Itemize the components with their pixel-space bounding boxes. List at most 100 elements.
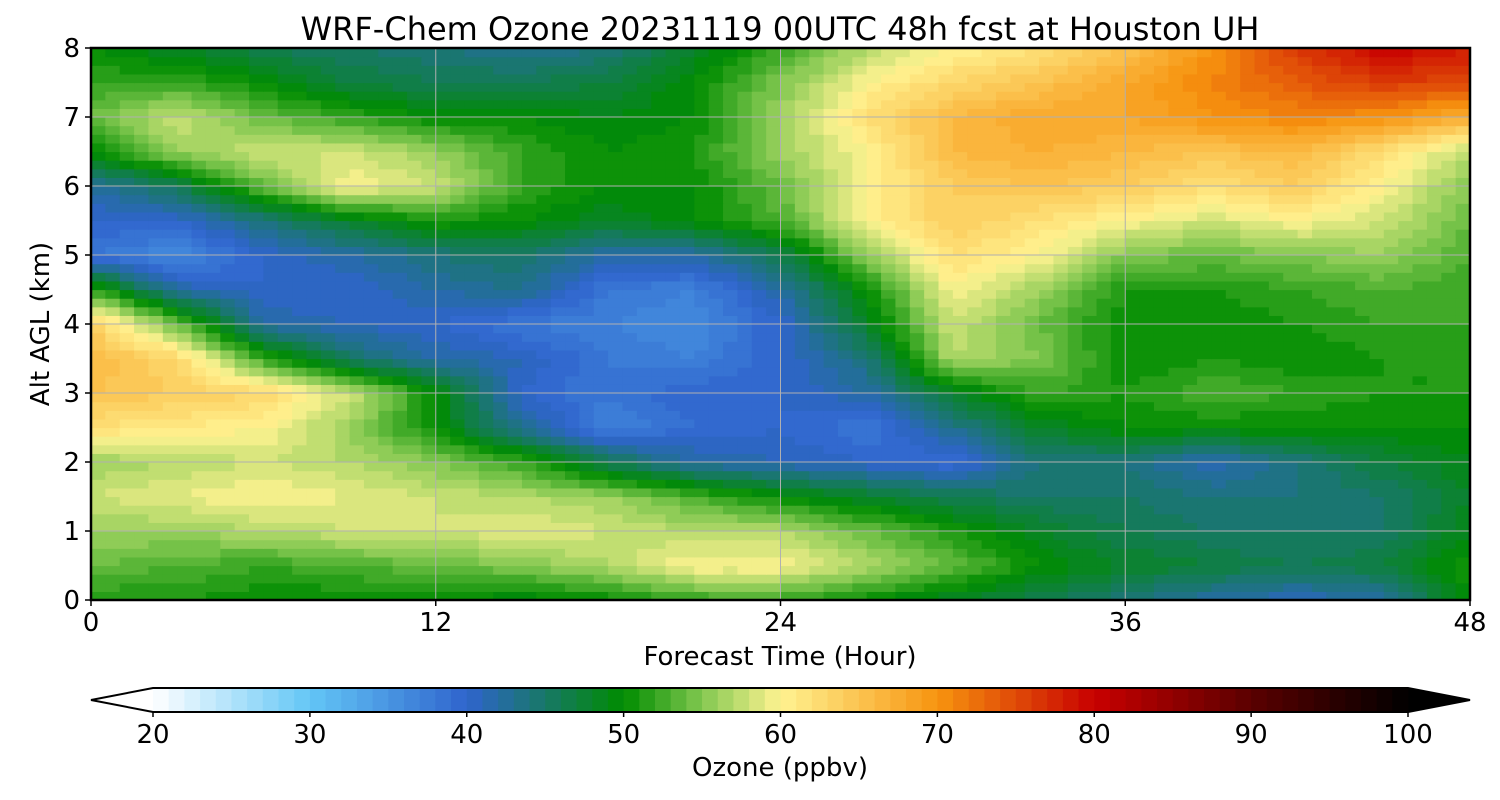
heatmap-cell bbox=[507, 418, 523, 429]
heatmap-cell bbox=[263, 237, 279, 247]
heatmap-cell bbox=[493, 220, 509, 230]
heatmap-cell bbox=[881, 211, 897, 222]
heatmap-cell bbox=[407, 565, 422, 575]
heatmap-cell bbox=[780, 298, 796, 308]
heatmap-cell bbox=[134, 332, 150, 342]
heatmap-cell bbox=[335, 574, 351, 584]
heatmap-cell bbox=[220, 289, 236, 299]
heatmap-cell bbox=[1398, 203, 1414, 213]
heatmap-cell bbox=[924, 341, 940, 351]
heatmap-cell bbox=[550, 177, 566, 187]
heatmap-cell bbox=[751, 237, 767, 247]
heatmap-cell bbox=[1311, 168, 1327, 178]
heatmap-cell bbox=[134, 211, 150, 222]
heatmap-cell bbox=[1311, 427, 1327, 437]
heatmap-cell bbox=[306, 531, 322, 541]
heatmap-cell bbox=[967, 194, 983, 204]
heatmap-cell bbox=[579, 349, 595, 360]
heatmap-cell bbox=[1297, 229, 1313, 239]
heatmap-cell bbox=[694, 531, 710, 541]
heatmap-cell bbox=[1340, 384, 1356, 394]
heatmap-cell bbox=[1067, 229, 1083, 239]
heatmap-cell bbox=[320, 582, 336, 592]
heatmap-cell bbox=[306, 332, 322, 342]
heatmap-cell bbox=[866, 487, 882, 498]
heatmap-cell bbox=[1355, 427, 1371, 437]
heatmap-cell bbox=[521, 401, 537, 411]
heatmap-cell bbox=[407, 418, 422, 429]
heatmap-cell bbox=[579, 496, 595, 506]
heatmap-cell bbox=[866, 582, 882, 592]
heatmap-cell bbox=[521, 358, 537, 368]
heatmap-cell bbox=[967, 349, 983, 360]
heatmap-cell bbox=[536, 151, 552, 161]
heatmap-cell bbox=[1441, 332, 1457, 342]
heatmap-cell bbox=[852, 591, 868, 600]
heatmap-cell bbox=[809, 444, 825, 454]
heatmap-cell bbox=[1254, 306, 1270, 316]
heatmap-cell bbox=[119, 272, 135, 282]
heatmap-cell bbox=[263, 444, 279, 454]
heatmap-cell bbox=[550, 367, 566, 377]
heatmap-cell bbox=[679, 436, 695, 446]
heatmap-cell bbox=[249, 298, 264, 308]
heatmap-cell bbox=[162, 470, 178, 480]
heatmap-cell bbox=[565, 358, 580, 368]
heatmap-cell bbox=[1197, 160, 1213, 170]
heatmap-cell bbox=[608, 272, 624, 282]
heatmap-cell bbox=[1398, 591, 1414, 600]
heatmap-cell bbox=[837, 582, 853, 592]
heatmap-cell bbox=[105, 263, 121, 273]
heatmap-cell bbox=[651, 177, 667, 187]
heatmap-cell bbox=[378, 462, 394, 472]
heatmap-cell bbox=[1067, 367, 1083, 377]
heatmap-cell bbox=[1426, 505, 1442, 515]
heatmap-cell bbox=[1010, 410, 1026, 420]
heatmap-cell bbox=[952, 324, 968, 334]
heatmap-cell bbox=[1082, 229, 1098, 239]
heatmap-cell bbox=[234, 211, 250, 222]
heatmap-cell bbox=[91, 393, 106, 403]
heatmap-cell bbox=[91, 444, 106, 454]
heatmap-cell bbox=[952, 194, 968, 204]
heatmap-cell bbox=[593, 332, 609, 342]
heatmap-cell bbox=[636, 194, 652, 204]
heatmap-cell bbox=[1168, 263, 1184, 273]
heatmap-cell bbox=[809, 186, 825, 196]
heatmap-cell bbox=[1398, 556, 1414, 567]
heatmap-cell bbox=[723, 151, 738, 161]
heatmap-cell bbox=[679, 513, 695, 523]
heatmap-cell bbox=[995, 211, 1011, 222]
heatmap-cell bbox=[249, 203, 264, 213]
heatmap-cell bbox=[766, 160, 782, 170]
heatmap-cell bbox=[636, 229, 652, 239]
heatmap-cell bbox=[550, 341, 566, 351]
heatmap-cell bbox=[1369, 393, 1385, 403]
heatmap-cell bbox=[234, 237, 250, 247]
heatmap-cell bbox=[665, 220, 681, 230]
heatmap-cell bbox=[1355, 220, 1371, 230]
heatmap-cell bbox=[277, 229, 293, 239]
heatmap-cell bbox=[1426, 211, 1442, 222]
heatmap-cell bbox=[622, 177, 638, 187]
heatmap-cell bbox=[1455, 168, 1470, 178]
heatmap-cell bbox=[507, 186, 523, 196]
heatmap-cell bbox=[234, 203, 250, 213]
heatmap-cell bbox=[378, 280, 394, 291]
heatmap-cell bbox=[349, 410, 365, 420]
heatmap-cell bbox=[536, 496, 552, 506]
heatmap-cell bbox=[909, 367, 925, 377]
heatmap-cell bbox=[392, 462, 408, 472]
heatmap-cell bbox=[751, 479, 767, 489]
heatmap-cell bbox=[1082, 393, 1098, 403]
heatmap-cell bbox=[938, 298, 954, 308]
heatmap-cell bbox=[694, 203, 710, 213]
heatmap-cell bbox=[220, 470, 236, 480]
heatmap-cell bbox=[694, 272, 710, 282]
heatmap-cell bbox=[320, 462, 336, 472]
heatmap-cell bbox=[622, 306, 638, 316]
heatmap-cell bbox=[493, 487, 509, 498]
heatmap-cell bbox=[1355, 324, 1371, 334]
heatmap-cell bbox=[1326, 280, 1342, 291]
heatmap-cell bbox=[320, 160, 336, 170]
